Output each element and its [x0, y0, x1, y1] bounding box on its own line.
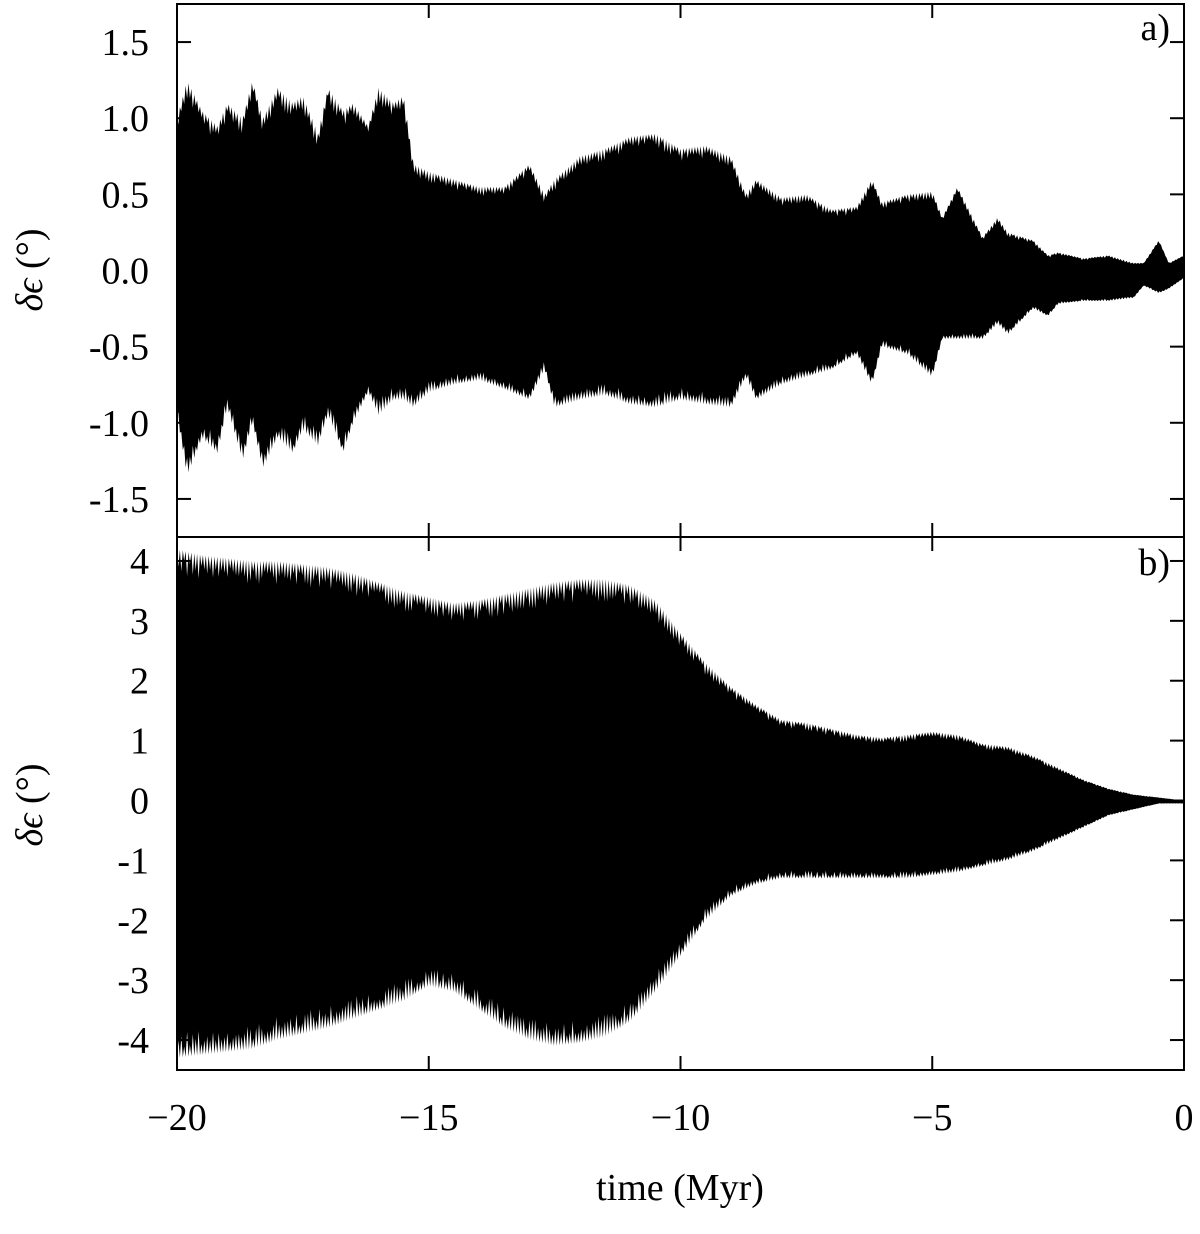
- panel-b-plot: [177, 549, 1184, 1058]
- panel-b-ytick-label: -4: [117, 1020, 149, 1062]
- panel-b-ylabel-symbol: δϵ: [9, 812, 51, 847]
- panel-b-ytick-label: 4: [130, 541, 149, 583]
- x-tick-label: −10: [651, 1097, 710, 1139]
- panel-a-ytick-label: 1.0: [102, 98, 150, 140]
- panel-a-ytick-label: 0.5: [102, 174, 150, 216]
- x-tick-label: −15: [399, 1097, 458, 1139]
- panel-b-ytick-label: 2: [130, 661, 149, 703]
- panel-a-ylabel-unit: (°): [9, 229, 51, 270]
- panel-a-ylabel: δϵ (°): [9, 229, 51, 312]
- x-tick-label: −20: [147, 1097, 206, 1139]
- panel-b-ytick-label: 0: [130, 781, 149, 823]
- panel-b-ticks: -4 -3 -2 -1 0 1 2 3 4 −20 −15 −10 −5 0: [117, 537, 1194, 1139]
- panel-b-ytick-label: -1: [117, 840, 149, 882]
- panel-b-series-0-envelope: [177, 549, 1184, 1058]
- panel-a-label: a): [1140, 7, 1170, 49]
- x-tick-label: −5: [912, 1097, 952, 1139]
- panel-a-ticks: -1.5 -1.0 -0.5 0.0 0.5 1.0 1.5: [89, 4, 1185, 537]
- panel-b-ytick-label: 3: [130, 601, 149, 643]
- x-axis-title: time (Myr): [596, 1167, 764, 1209]
- panel-a-ylabel-symbol: δϵ: [9, 277, 51, 312]
- panel-b-ylabel-unit: (°): [9, 764, 51, 805]
- panel-a-ytick-label: 0.0: [102, 251, 150, 293]
- panel-b-ytick-label: -2: [117, 900, 149, 942]
- panel-b-label: b): [1138, 542, 1170, 584]
- panel-a-ytick-label: 1.5: [102, 22, 150, 64]
- panel-b-ytick-label: -3: [117, 960, 149, 1002]
- panel-a-ytick-label: -1.0: [89, 403, 149, 445]
- x-tick-label: 0: [1175, 1097, 1194, 1139]
- panel-b: -4 -3 -2 -1 0 1 2 3 4 −20 −15 −10 −5 0 b) δϵ (°) time…: [9, 536, 1194, 1209]
- panel-b-ytick-label: 1: [130, 721, 149, 763]
- panel-a-ytick-label: -0.5: [89, 327, 149, 369]
- panel-a-plot: [177, 82, 1184, 473]
- panel-a-series-0-envelope: [177, 82, 1184, 473]
- panel-a: -1.5 -1.0 -0.5 0.0 0.5 1.0 1.5 a) δϵ (°): [9, 3, 1185, 538]
- panel-a-ytick-label: -1.5: [89, 479, 149, 521]
- panel-b-ylabel: δϵ (°): [9, 764, 51, 847]
